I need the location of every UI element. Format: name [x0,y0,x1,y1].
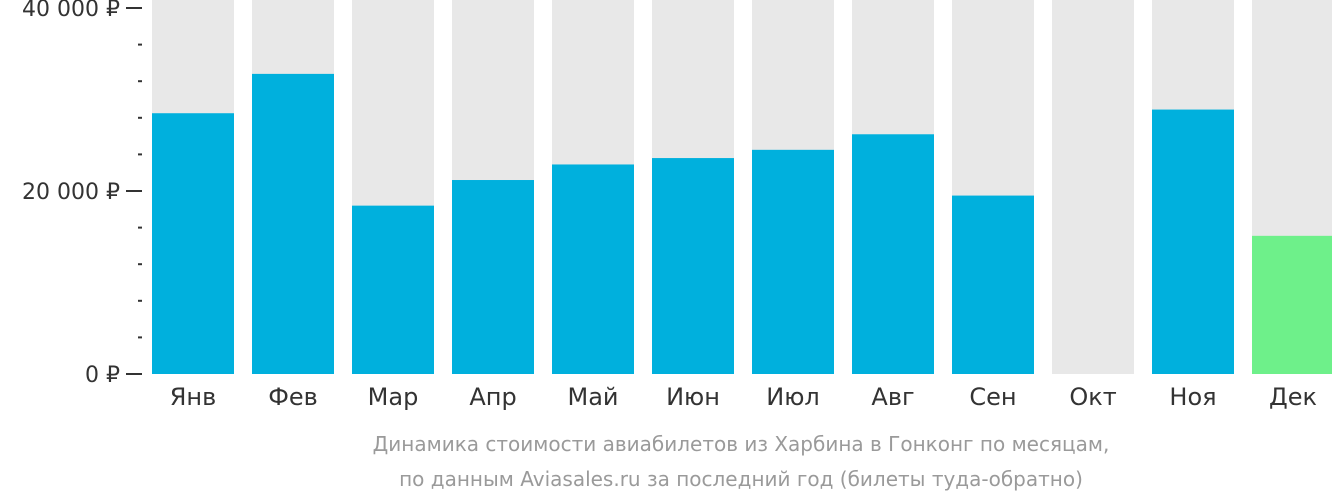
x-tick-label-8: Авг [871,383,914,411]
bar-7 [752,149,834,374]
bar-9 [952,195,1034,374]
chart-caption-line-2: по данным Aviasales.ru за последний год … [399,467,1083,491]
chart-caption-line-1: Динамика стоимости авиабилетов из Харбин… [372,432,1110,456]
x-tick-label-2: Фев [268,383,318,411]
x-tick-label-4: Апр [469,383,516,411]
bar-12 [1252,235,1332,374]
x-tick-label-9: Сен [969,383,1016,411]
y-tick-label-1: 0 ₽ [85,363,120,388]
y-tick-label-3: 40 000 ₽ [22,0,120,22]
x-tick-label-1: Янв [170,383,217,411]
x-tick-label-12: Дек [1269,383,1317,411]
y-tick-label-2: 20 000 ₽ [22,180,120,205]
bar-11 [1152,109,1234,374]
x-tick-label-3: Мар [368,383,419,411]
x-tick-label-7: Июл [766,383,820,411]
x-tick-label-5: Май [567,383,618,411]
bar-2 [252,73,334,374]
bar-1 [152,113,234,374]
bar-8 [852,134,934,374]
x-tick-label-10: Окт [1069,383,1116,411]
bar-3 [352,205,434,374]
x-tick-label-6: Июн [666,383,720,411]
x-tick-label-11: Ноя [1169,383,1216,411]
bar-background-10 [1052,0,1134,374]
bar-4 [452,180,534,374]
bar-5 [552,164,634,374]
bar-6 [652,158,734,374]
